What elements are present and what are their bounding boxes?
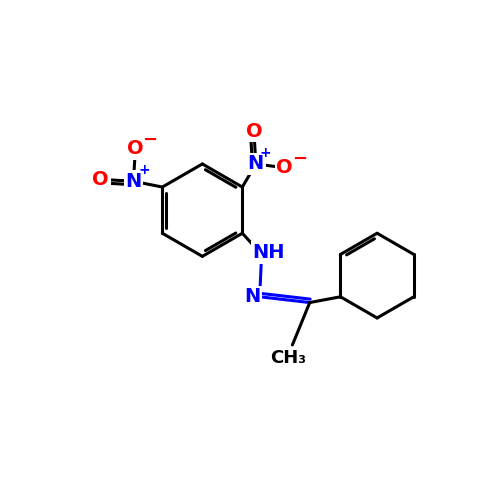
Text: O: O	[276, 158, 293, 178]
Text: +: +	[260, 146, 272, 160]
Text: −: −	[142, 131, 158, 149]
Text: N: N	[244, 288, 260, 306]
Text: +: +	[138, 164, 150, 177]
Text: O: O	[246, 122, 262, 141]
Text: NH: NH	[252, 243, 285, 262]
Text: N: N	[248, 154, 264, 174]
Text: −: −	[292, 150, 307, 168]
Text: CH₃: CH₃	[270, 350, 306, 368]
Text: O: O	[127, 139, 144, 158]
Text: O: O	[92, 170, 109, 189]
Text: N: N	[126, 172, 142, 191]
